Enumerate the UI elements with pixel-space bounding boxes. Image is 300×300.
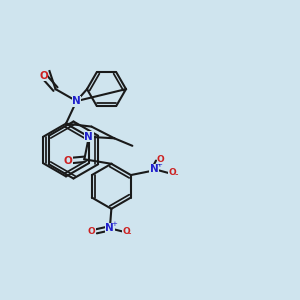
Text: O: O: [157, 154, 165, 164]
Text: -: -: [174, 169, 178, 179]
Text: N: N: [85, 132, 93, 142]
Text: +: +: [156, 162, 162, 168]
Text: N: N: [72, 96, 81, 106]
Text: O: O: [169, 168, 176, 177]
Text: N: N: [106, 223, 114, 233]
Text: N: N: [150, 164, 158, 174]
Text: O: O: [64, 156, 72, 166]
Text: -: -: [128, 228, 131, 238]
Text: O: O: [88, 227, 95, 236]
Text: +: +: [112, 221, 118, 227]
Text: O: O: [39, 70, 48, 81]
Text: O: O: [123, 227, 130, 236]
